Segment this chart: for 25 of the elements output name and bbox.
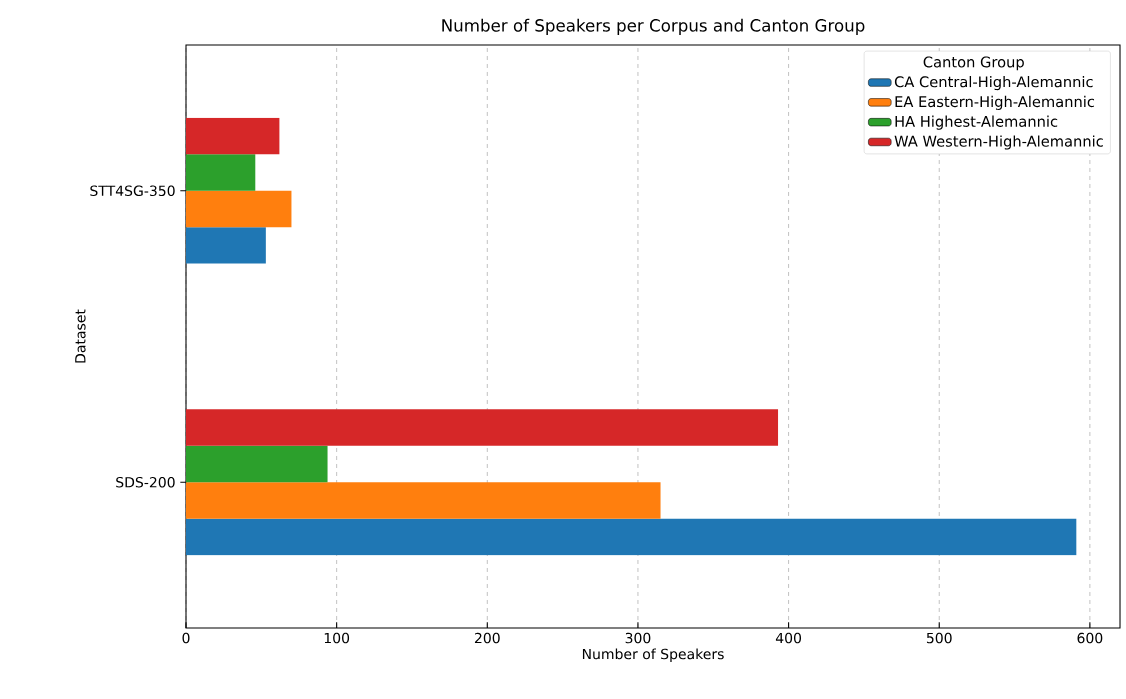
bar <box>186 482 661 519</box>
x-tick-label: 100 <box>324 632 350 644</box>
bar <box>186 409 779 446</box>
x-tick-label: 600 <box>1077 632 1103 644</box>
x-tick-label: 200 <box>474 632 500 644</box>
bar <box>186 227 266 264</box>
legend-title: Canton Group <box>923 56 1024 71</box>
bar <box>186 117 280 155</box>
legend-label: HA Highest-Alemannic <box>895 115 1058 130</box>
x-tick-label: 300 <box>625 632 651 644</box>
x-tick-label: 0 <box>182 632 190 644</box>
bar <box>186 445 328 483</box>
legend-label: EA Eastern-High-Alemannic <box>895 95 1095 110</box>
bar <box>186 190 292 228</box>
y-tick-label: SDS-200 <box>116 476 175 488</box>
chart-title: Number of Speakers per Corpus and Canton Group <box>442 18 865 35</box>
y-tick-label: STT4SG-350 <box>90 185 175 197</box>
x-tick-label: 400 <box>775 632 801 644</box>
bar <box>186 154 256 191</box>
bar <box>186 518 1077 556</box>
legend-label: CA Central-High-Alemannic <box>894 75 1093 91</box>
x-axis-title: Number of Speakers <box>582 648 724 662</box>
legend-label: WA Western-High-Alemannic <box>894 135 1103 150</box>
x-tick-label: 500 <box>926 632 952 644</box>
y-axis-title: Dataset <box>75 309 86 363</box>
